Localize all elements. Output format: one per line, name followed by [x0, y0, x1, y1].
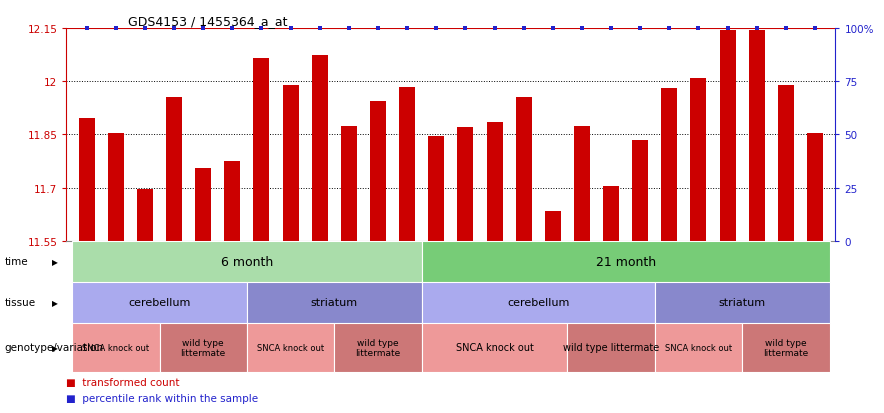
Bar	[72, 241, 422, 282]
Bar	[486, 123, 502, 241]
Text: ■  percentile rank within the sample: ■ percentile rank within the sample	[66, 393, 258, 403]
Text: wild type
littermate: wild type littermate	[355, 338, 400, 357]
Text: ▶: ▶	[51, 343, 57, 352]
Bar	[72, 323, 159, 372]
Text: time: time	[4, 257, 28, 267]
Bar	[166, 98, 182, 241]
Bar	[247, 323, 334, 372]
Text: 6 month: 6 month	[221, 255, 273, 268]
Bar	[422, 282, 655, 323]
Text: cerebellum: cerebellum	[128, 298, 191, 308]
Bar	[743, 323, 829, 372]
Bar	[79, 119, 95, 241]
Text: 21 month: 21 month	[596, 255, 656, 268]
Bar	[778, 85, 794, 241]
Text: cerebellum: cerebellum	[507, 298, 569, 308]
Bar	[72, 282, 247, 323]
Text: striatum: striatum	[311, 298, 358, 308]
Bar	[720, 31, 735, 241]
Text: ■  transformed count: ■ transformed count	[66, 377, 179, 387]
Bar	[254, 59, 270, 241]
Text: tissue: tissue	[4, 298, 35, 308]
Text: genotype/variation: genotype/variation	[4, 342, 103, 353]
Bar	[422, 241, 829, 282]
Text: ▶: ▶	[51, 298, 57, 307]
Bar	[225, 161, 240, 241]
Bar	[655, 282, 829, 323]
Bar	[341, 126, 357, 241]
Bar	[655, 323, 743, 372]
Bar	[661, 89, 677, 241]
Bar	[807, 133, 823, 241]
Bar	[568, 323, 655, 372]
Text: SNCA knock out: SNCA knock out	[257, 343, 324, 352]
Bar	[422, 323, 568, 372]
Bar	[400, 87, 415, 241]
Text: wild type
littermate: wild type littermate	[180, 338, 225, 357]
Bar	[195, 169, 211, 241]
Text: GDS4153 / 1455364_a_at: GDS4153 / 1455364_a_at	[128, 15, 287, 28]
Bar	[334, 323, 422, 372]
Text: wild type
littermate: wild type littermate	[763, 338, 809, 357]
Bar	[312, 55, 328, 241]
Text: wild type littermate: wild type littermate	[563, 342, 659, 353]
Bar	[632, 140, 648, 241]
Bar	[515, 98, 531, 241]
Text: ▶: ▶	[51, 257, 57, 266]
Bar	[749, 31, 765, 241]
Bar	[159, 323, 247, 372]
Bar	[137, 190, 153, 241]
Text: SNCA knock out: SNCA knock out	[455, 342, 533, 353]
Bar	[108, 133, 124, 241]
Bar	[370, 102, 386, 241]
Bar	[690, 78, 706, 241]
Bar	[457, 128, 474, 241]
Text: SNCA knock out: SNCA knock out	[665, 343, 732, 352]
Bar	[574, 126, 590, 241]
Bar	[247, 282, 422, 323]
Text: striatum: striatum	[719, 298, 766, 308]
Bar	[603, 186, 619, 241]
Bar	[283, 85, 299, 241]
Bar	[545, 211, 560, 241]
Bar	[428, 137, 445, 241]
Text: SNCA knock out: SNCA knock out	[82, 343, 149, 352]
